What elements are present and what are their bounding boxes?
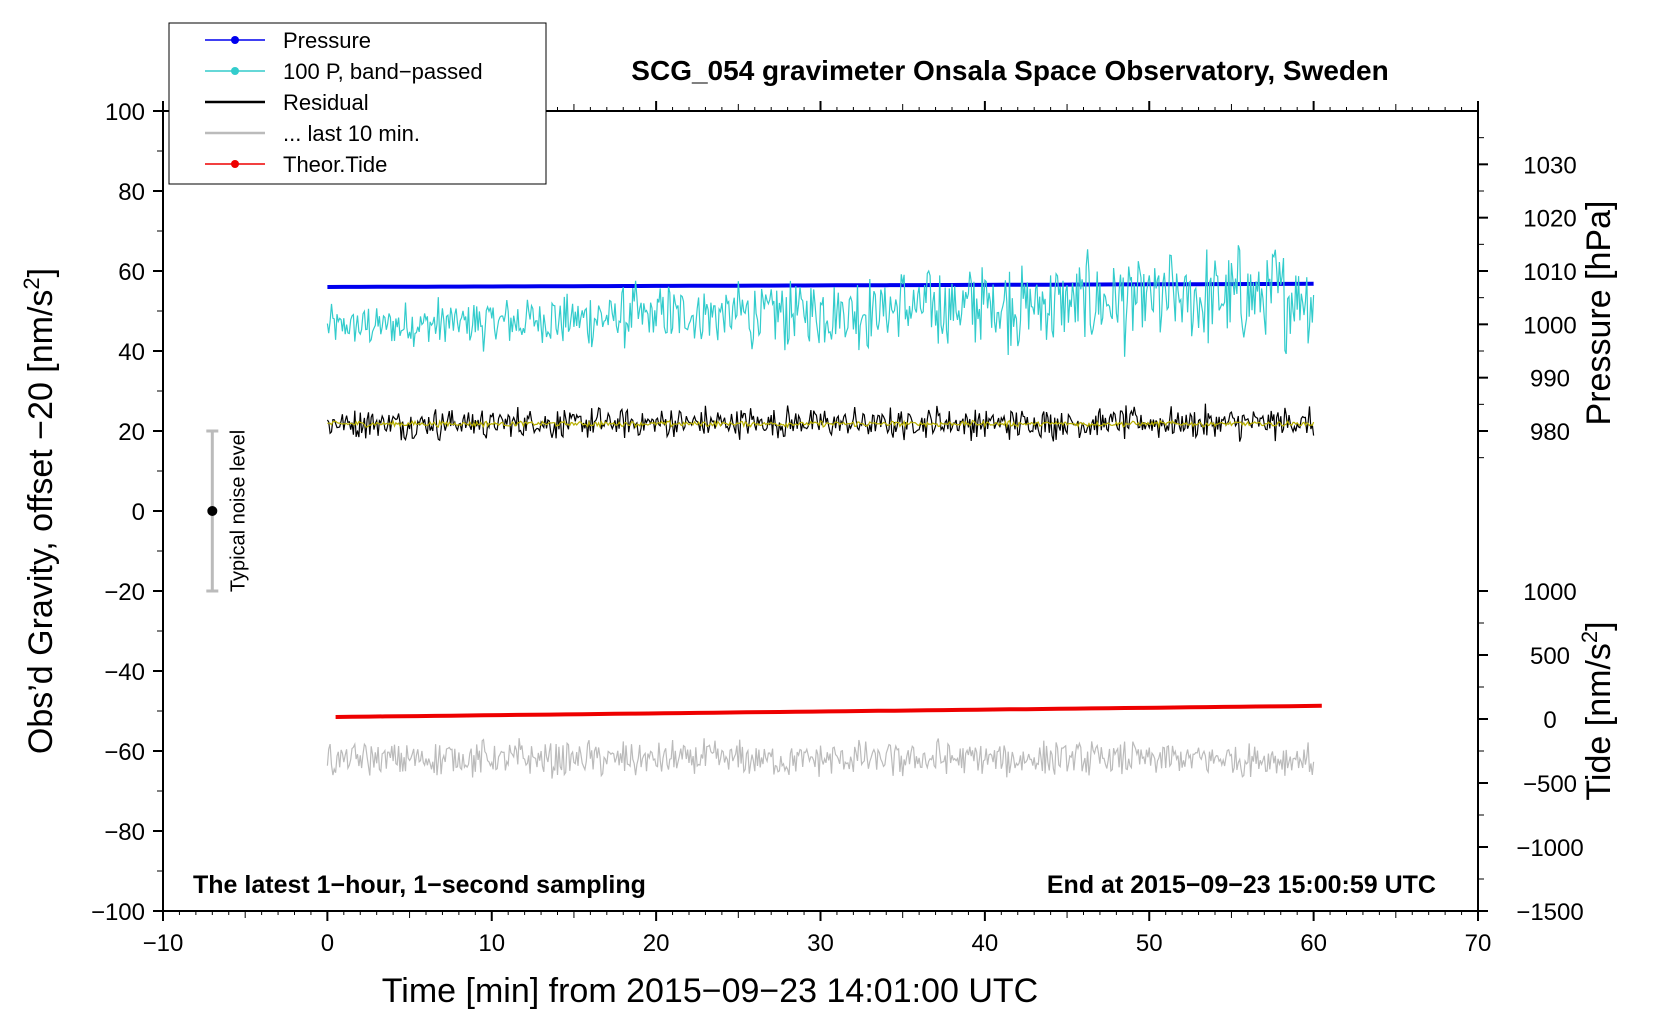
series-group [326,245,1322,779]
legend: Pressure 100 P, band−passed Residual ... la… [168,22,547,185]
pressure-tick-label: 1020 [1523,206,1576,233]
y-tick-label: −20 [104,579,145,606]
noise-indicator: Typical noise level [206,429,249,593]
y-tick-label: 80 [118,179,145,206]
y-tick-label: 60 [118,259,145,286]
pressure-tick-label: 1030 [1523,152,1576,179]
pressure-tick-label: 1010 [1523,259,1576,286]
tide-tick-label: −500 [1523,771,1577,798]
noise-label: Typical noise level [227,430,249,592]
y-axis-tide: −1500 −1000 −500 0 500 1000 [1478,579,1584,926]
pressure-tick-label: 1000 [1523,312,1576,339]
chart-title: SCG_054 gravimeter Onsala Space Observat… [631,55,1388,86]
legend-label: Residual [283,90,369,115]
y-axis-pressure: 980 990 1000 1010 1020 1030 [1478,137,1577,459]
series-line [335,703,1322,719]
x-tick-label: 30 [807,930,834,957]
tide-tick-label: 0 [1543,707,1556,734]
x-tick-label: 10 [478,930,505,957]
pressure-tick-label: 980 [1530,419,1570,446]
annotation-left: The latest 1−hour, 1−second sampling [193,871,646,899]
y-tick-label: −100 [91,899,145,926]
x-tick-label: 50 [1136,930,1163,957]
y-axis-title-left-end: ] [22,268,60,277]
y-axis-left: −100 −80 −60 −40 −20 0 20 40 60 80 100 [91,99,163,926]
series-line [326,738,1315,779]
x-tick-label: 0 [321,930,334,957]
y-axis-title-left: Obs’d Gravity, offset −20 [nm/s2] [19,268,60,754]
legend-marker [231,160,239,168]
legend-label: Theor.Tide [283,152,387,177]
x-axis: −10 0 10 20 30 40 50 60 70 [143,101,1492,957]
series-line [326,245,1315,357]
pressure-tick-label: 990 [1530,366,1570,393]
x-tick-label: 40 [972,930,999,957]
series-line [326,403,1315,442]
y-tick-label: −60 [104,739,145,766]
series-line [327,419,1315,430]
x-tick-label: 20 [643,930,670,957]
y-axis-title-left-main: Obs’d Gravity, offset −20 [nm/s [22,290,60,755]
y-tick-label: −40 [104,659,145,686]
y-axis-title-tide-sup: 2 [1577,631,1602,643]
tide-tick-label: −1500 [1516,899,1583,926]
series-line [327,281,1314,289]
legend-label: ... last 10 min. [283,121,420,146]
legend-label: 100 P, band−passed [283,59,483,84]
tide-tick-label: 500 [1530,643,1570,670]
legend-box [168,22,547,185]
y-tick-label: 0 [132,499,145,526]
x-tick-label: −10 [143,930,184,957]
tide-tick-label: −1000 [1516,835,1583,862]
legend-marker [231,36,239,44]
y-tick-label: −80 [104,819,145,846]
legend-marker [231,67,239,75]
noise-center-dot [207,506,218,516]
y-axis-title-left-sup: 2 [19,277,44,289]
y-tick-label: 100 [105,99,145,126]
tide-tick-label: 1000 [1523,579,1576,606]
annotation-right: End at 2015−09−23 15:00:59 UTC [1047,871,1436,899]
x-axis-title: Time [min] from 2015−09−23 14:01:00 UTC [382,972,1038,1010]
y-axis-title-tide-main: Tide [nm/s [1580,643,1618,800]
y-axis-title-pressure: Pressure [hPa] [1580,201,1618,426]
legend-label: Pressure [283,28,371,53]
x-tick-label: 70 [1465,930,1492,957]
y-axis-title-tide-end: ] [1580,621,1618,630]
y-axis-title-tide: Tide [nm/s2] [1577,621,1618,800]
y-tick-label: 40 [118,339,145,366]
plot-frame [162,110,1479,912]
x-tick-label: 60 [1300,930,1327,957]
y-tick-label: 20 [118,419,145,446]
